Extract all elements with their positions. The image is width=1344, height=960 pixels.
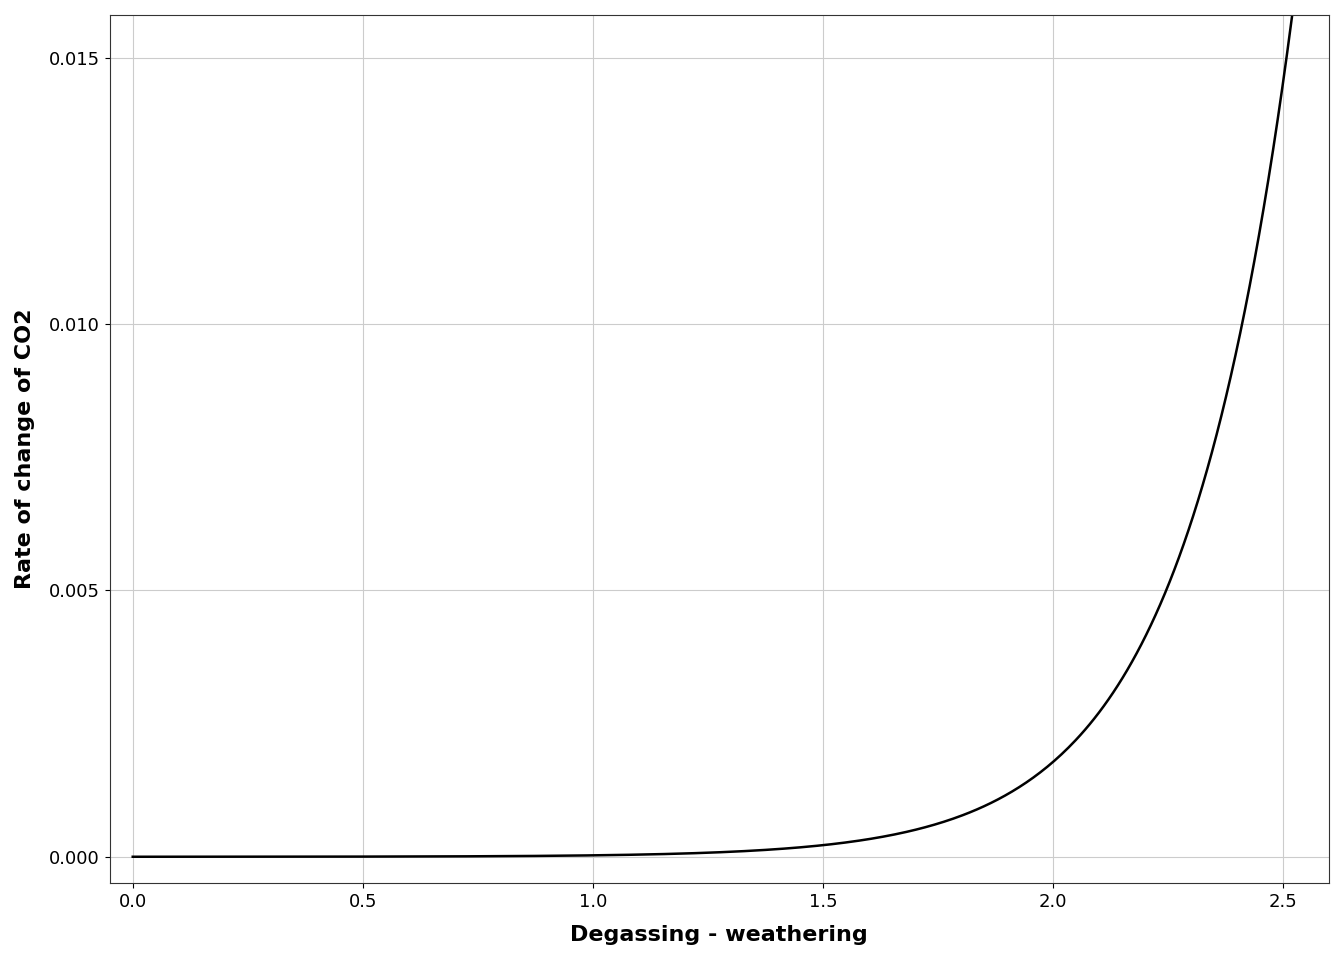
X-axis label: Degassing - weathering: Degassing - weathering [570,925,868,945]
Y-axis label: Rate of change of CO2: Rate of change of CO2 [15,309,35,589]
